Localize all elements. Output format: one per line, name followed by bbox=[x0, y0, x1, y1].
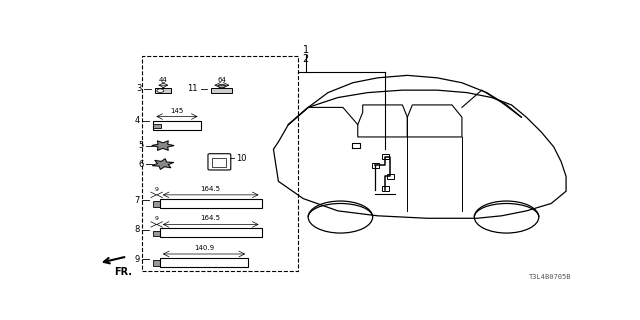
Bar bbox=[211, 88, 232, 93]
Polygon shape bbox=[152, 141, 173, 150]
Text: 11: 11 bbox=[188, 84, 198, 93]
Text: 44: 44 bbox=[159, 76, 168, 83]
Text: 64: 64 bbox=[218, 76, 227, 83]
Polygon shape bbox=[152, 159, 173, 169]
Bar bbox=[154, 201, 160, 207]
Text: 140.9: 140.9 bbox=[194, 245, 214, 251]
Bar bbox=[160, 258, 248, 267]
Text: 9: 9 bbox=[135, 255, 140, 264]
Text: 145: 145 bbox=[170, 108, 183, 114]
FancyArrowPatch shape bbox=[104, 257, 124, 263]
Text: 4: 4 bbox=[135, 116, 140, 125]
Bar bbox=[154, 231, 160, 236]
Text: 6: 6 bbox=[138, 160, 143, 169]
Bar bbox=[154, 121, 200, 130]
Text: 1: 1 bbox=[303, 44, 308, 54]
Bar bbox=[156, 88, 172, 93]
Bar bbox=[154, 260, 160, 266]
Text: T3L4B0705B: T3L4B0705B bbox=[529, 274, 571, 280]
Bar bbox=[387, 174, 394, 179]
Bar bbox=[381, 154, 389, 159]
Text: 9: 9 bbox=[154, 216, 158, 221]
Bar bbox=[160, 228, 262, 237]
Bar bbox=[142, 56, 298, 271]
Text: 164.5: 164.5 bbox=[200, 186, 220, 192]
Text: 9: 9 bbox=[154, 187, 158, 192]
Circle shape bbox=[218, 84, 225, 88]
Bar bbox=[372, 163, 379, 168]
Text: 5: 5 bbox=[138, 141, 143, 150]
Text: 3: 3 bbox=[136, 84, 142, 93]
Text: 164.5: 164.5 bbox=[200, 215, 220, 221]
Bar bbox=[212, 158, 226, 167]
Text: 2: 2 bbox=[303, 54, 309, 64]
Bar bbox=[154, 124, 161, 128]
Circle shape bbox=[157, 89, 164, 92]
Text: 7: 7 bbox=[134, 196, 140, 205]
Text: 10: 10 bbox=[236, 154, 246, 163]
Bar bbox=[381, 186, 389, 191]
Bar bbox=[160, 199, 262, 208]
Text: 8: 8 bbox=[134, 225, 140, 234]
Text: FR.: FR. bbox=[114, 267, 132, 277]
